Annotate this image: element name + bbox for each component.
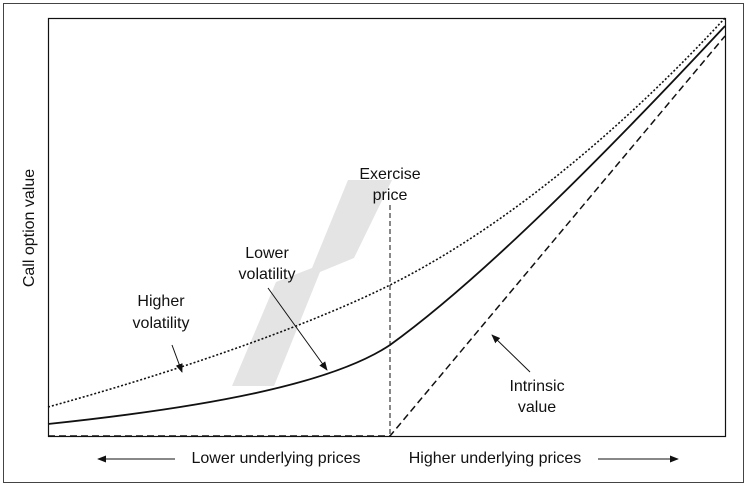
annotation-arrow bbox=[491, 334, 531, 373]
annotation: Exercise bbox=[359, 166, 420, 183]
annotation: volatility bbox=[133, 315, 190, 332]
higher-volatility-curve bbox=[47, 17, 726, 408]
annotation-arrow bbox=[171, 344, 183, 373]
x-label-right: Higher underlying prices bbox=[409, 450, 582, 467]
annotation: volatility bbox=[239, 266, 296, 283]
x-label-left: Lower underlying prices bbox=[192, 450, 361, 467]
annotation: value bbox=[518, 399, 556, 416]
lower-volatility-curve bbox=[47, 25, 726, 425]
annotation: Lower bbox=[245, 245, 289, 262]
annotation: price bbox=[373, 187, 408, 204]
annotation: Higher bbox=[137, 293, 185, 310]
outer-frame bbox=[3, 3, 744, 483]
intrinsic-value-line bbox=[48, 35, 726, 437]
plot-frame bbox=[47, 17, 727, 438]
annotation: Intrinsic bbox=[509, 378, 564, 395]
annotation-arrow bbox=[267, 287, 328, 371]
y-axis-label: Call option value bbox=[21, 169, 38, 287]
shade-band bbox=[232, 180, 392, 386]
